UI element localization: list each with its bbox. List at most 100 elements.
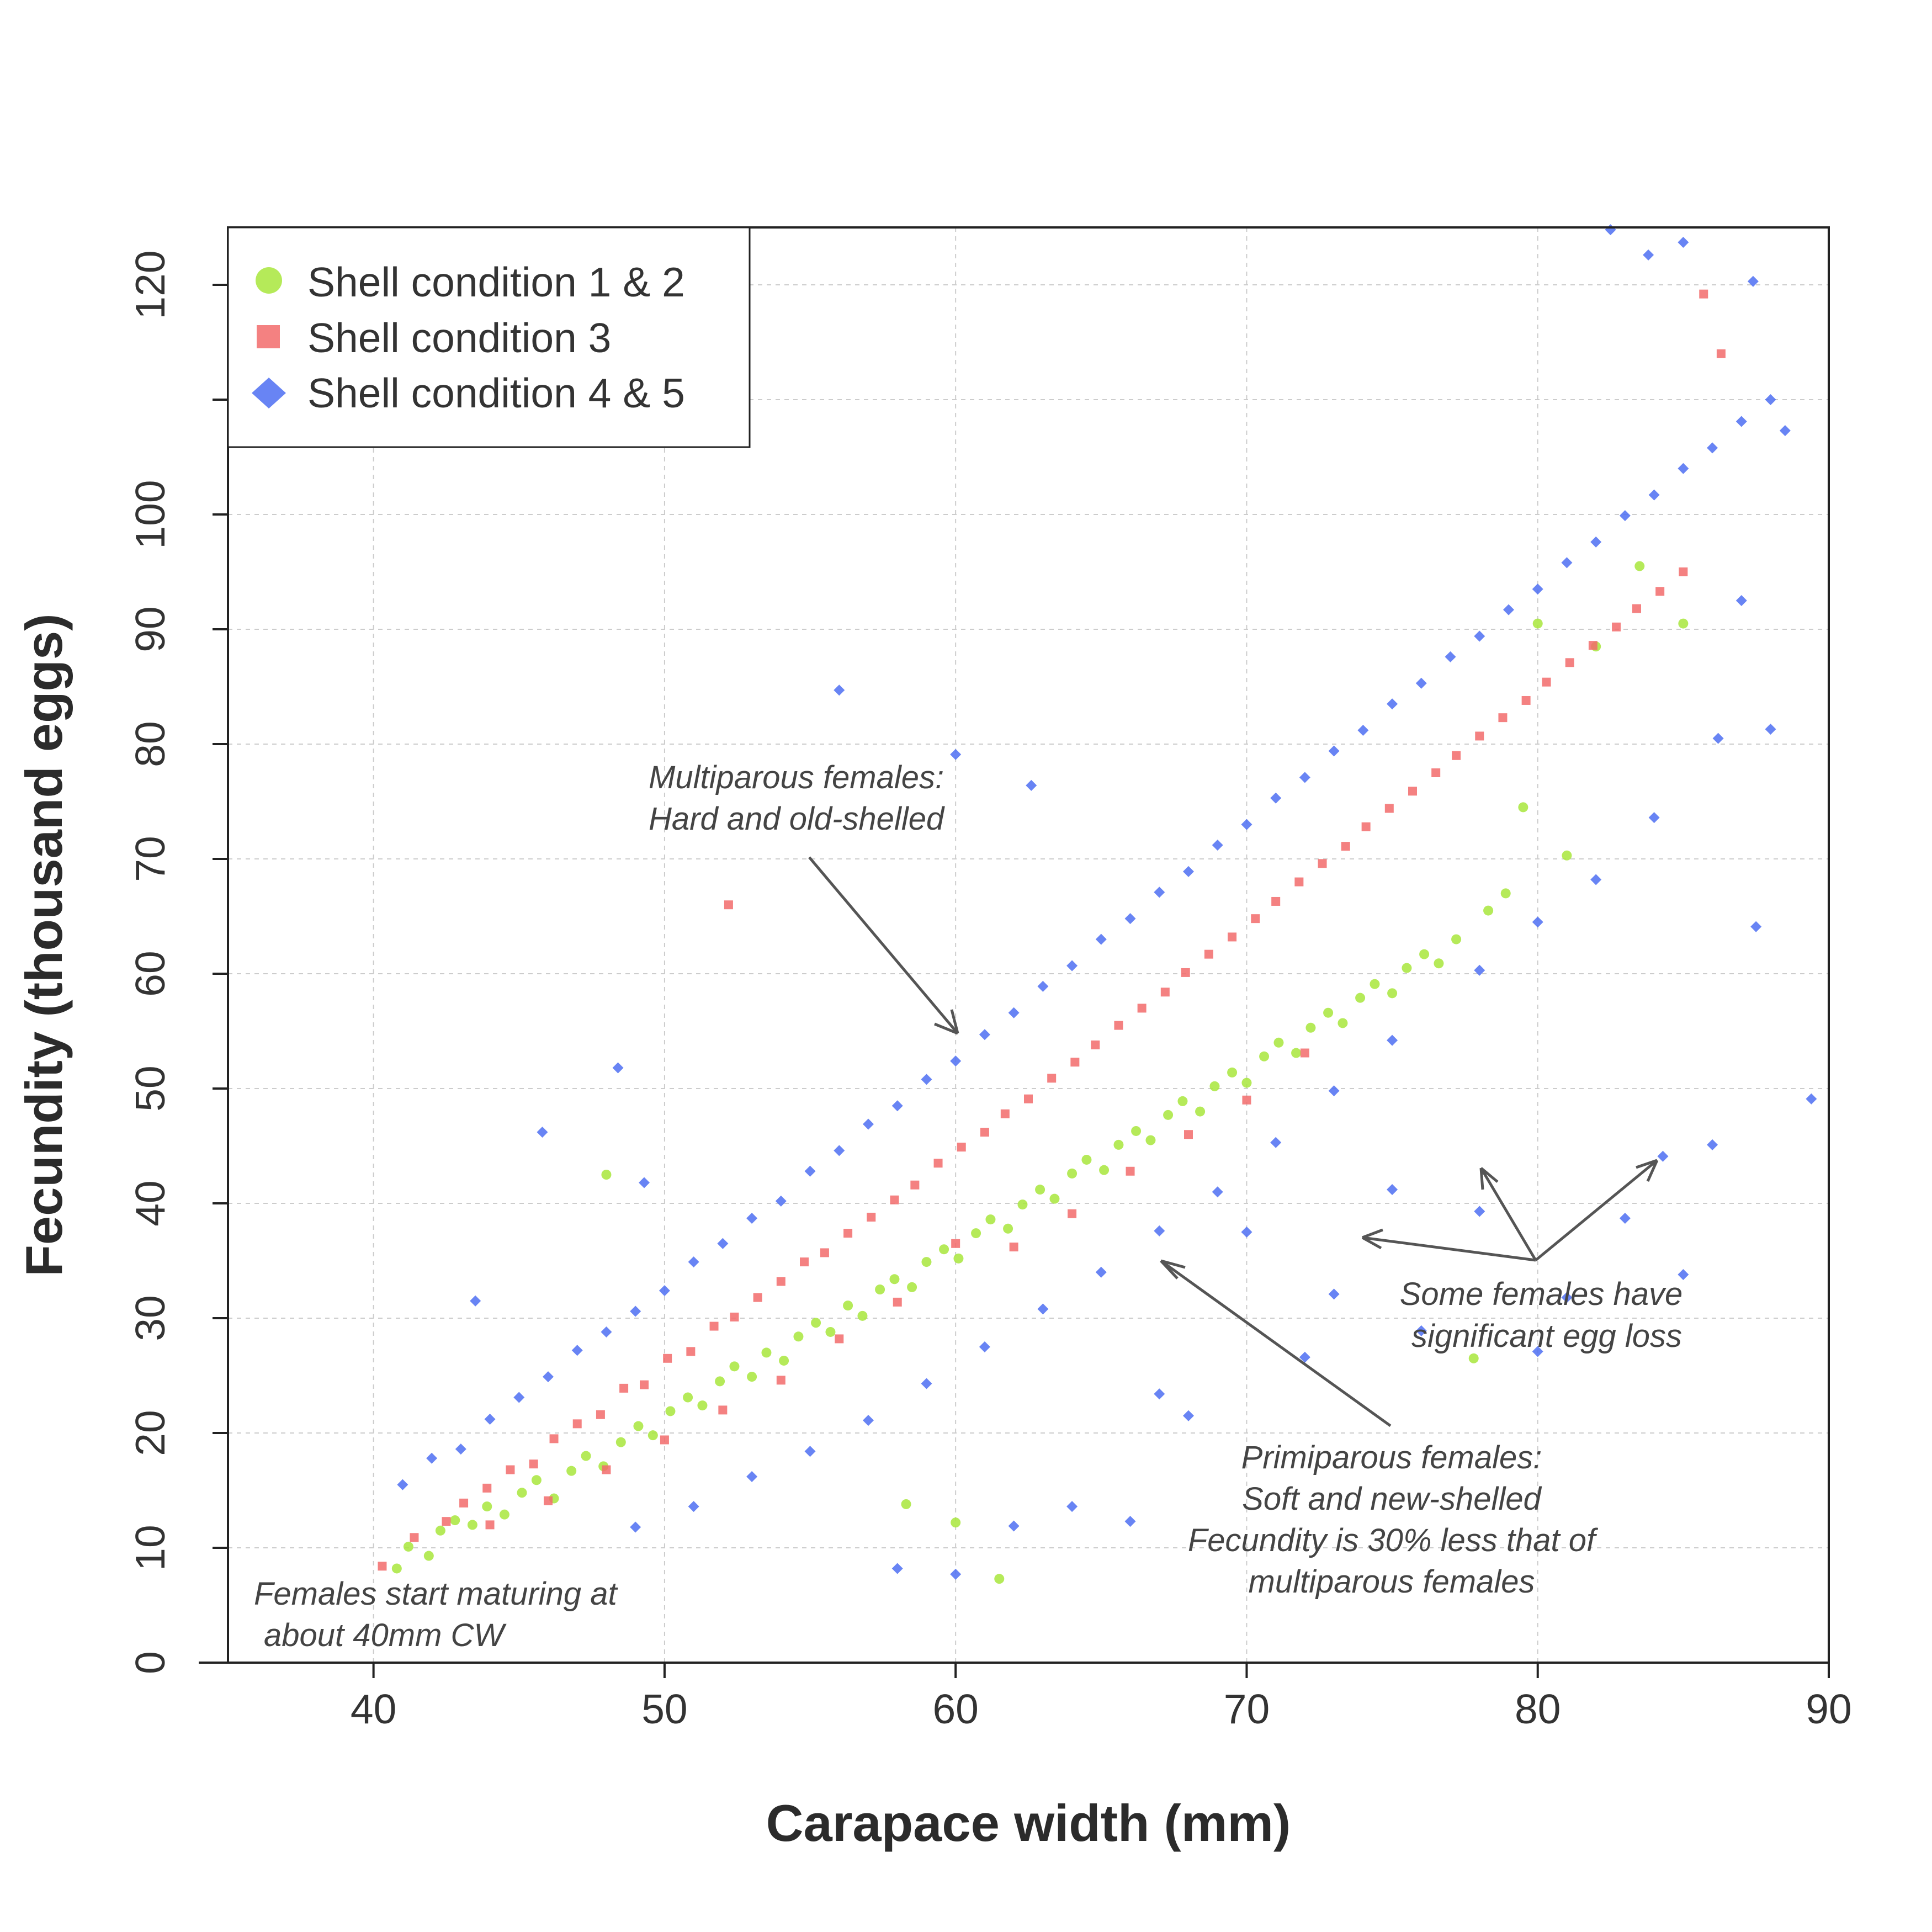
point-series-2-75 [1183, 1410, 1194, 1421]
point-series-2-65 [1474, 1206, 1485, 1217]
point-series-0-79 [1678, 618, 1689, 629]
point-series-0-71 [1468, 1353, 1479, 1363]
point-series-0-2 [423, 1551, 434, 1561]
point-series-2-27 [1008, 1007, 1020, 1018]
point-series-2-100 [688, 1501, 699, 1512]
point-series-2-90 [1270, 1137, 1282, 1148]
point-series-0-29 [843, 1301, 853, 1311]
point-series-1-68 [893, 1297, 902, 1307]
point-series-1-28 [1000, 1109, 1010, 1118]
point-series-0-50 [1131, 1126, 1142, 1136]
point-series-1-47 [1431, 768, 1441, 777]
point-series-0-35 [921, 1257, 932, 1267]
point-series-2-77 [1415, 1325, 1427, 1336]
annotation-arrow-egg-loss-1 [1362, 1236, 1536, 1262]
point-series-1-22 [867, 1212, 876, 1222]
point-series-1-39 [1251, 914, 1260, 923]
point-series-2-31 [1095, 933, 1107, 945]
point-series-1-74 [544, 1496, 553, 1505]
point-series-2-14 [688, 1256, 699, 1268]
y-tick-label-1: 10 [127, 1525, 173, 1570]
point-series-0-63 [1337, 1018, 1348, 1028]
point-series-0-37 [951, 1517, 961, 1528]
point-series-0-16 [633, 1421, 644, 1431]
data-points [378, 224, 1817, 1584]
point-series-0-51 [1145, 1135, 1156, 1145]
point-series-1-12 [663, 1354, 672, 1363]
annotation-arrow-egg-loss-3 [1535, 1159, 1658, 1261]
point-series-0-43 [1017, 1199, 1028, 1210]
y-tick-label-2: 20 [127, 1410, 173, 1456]
point-series-2-53 [1735, 416, 1747, 427]
point-series-0-67 [1402, 963, 1412, 973]
point-series-0-76 [1562, 850, 1572, 861]
point-series-0-22 [729, 1361, 740, 1372]
point-series-1-70 [776, 1376, 785, 1385]
annotation-egg-loss-line-1: Some females have [1400, 1276, 1683, 1312]
point-series-2-71 [1008, 1520, 1020, 1532]
point-series-2-96 [921, 1378, 932, 1389]
point-series-2-30 [1066, 960, 1078, 972]
point-series-1-9 [596, 1410, 605, 1419]
point-series-0-69 [1434, 958, 1444, 969]
point-series-0-18 [665, 1406, 676, 1416]
point-series-2-28 [1026, 779, 1037, 791]
legend-label-shell-1-2: Shell condition 1 & 2 [307, 259, 685, 305]
point-series-1-6 [529, 1459, 538, 1469]
point-series-0-23 [747, 1372, 757, 1382]
point-series-0-49 [1113, 1139, 1124, 1150]
point-series-2-16 [746, 1213, 758, 1224]
point-series-0-25 [779, 1355, 789, 1366]
point-series-1-41 [1294, 877, 1304, 887]
point-series-0-42 [1003, 1223, 1013, 1234]
point-series-2-35 [1212, 840, 1223, 851]
point-series-0-58 [1259, 1051, 1270, 1061]
annotation-maturing-line-1: Females start maturing at [254, 1576, 618, 1612]
point-series-0-66 [1387, 988, 1398, 999]
x-tick-label-1: 50 [641, 1686, 687, 1732]
point-series-2-97 [863, 1415, 874, 1426]
point-series-2-19 [834, 1145, 845, 1156]
legend: Shell condition 1 & 2 Shell condition 3 … [227, 226, 751, 448]
point-series-2-22 [891, 1100, 903, 1112]
point-series-0-27 [811, 1318, 821, 1328]
point-series-2-67 [1328, 1288, 1340, 1300]
point-series-0-53 [1177, 1096, 1188, 1106]
point-series-1-48 [1452, 751, 1461, 760]
point-series-0-4 [450, 1515, 460, 1526]
point-series-1-53 [1565, 658, 1574, 667]
point-series-1-5 [506, 1465, 515, 1474]
point-series-2-26 [979, 1029, 990, 1041]
point-series-1-51 [1521, 696, 1531, 705]
point-series-0-56 [1227, 1067, 1238, 1078]
y-tick-label-7: 70 [127, 836, 173, 882]
point-series-0-28 [825, 1326, 836, 1337]
point-series-0-52 [1163, 1110, 1174, 1120]
point-series-2-86 [1532, 916, 1543, 928]
point-series-2-44 [1474, 630, 1485, 642]
point-series-2-25 [950, 749, 962, 760]
y-tick-label-5: 50 [127, 1065, 173, 1111]
point-series-1-64 [1126, 1166, 1135, 1176]
point-series-2-49 [1619, 510, 1631, 522]
annotation-primiparous-line-1: Primiparous females: [1241, 1440, 1542, 1475]
point-series-1-35 [1160, 988, 1170, 997]
point-series-0-8 [517, 1488, 527, 1498]
point-series-1-43 [1341, 842, 1350, 851]
point-series-1-52 [1542, 677, 1551, 687]
point-series-0-30 [857, 1310, 868, 1321]
point-series-0-74 [1518, 802, 1528, 813]
point-series-2-45 [1503, 604, 1514, 615]
point-series-2-40 [1357, 725, 1369, 736]
point-series-2-7 [543, 1371, 554, 1383]
annotation-primiparous-line-2: Soft and new-shelled [1242, 1481, 1542, 1517]
point-series-2-48 [1590, 536, 1602, 548]
point-series-2-82 [1712, 733, 1724, 744]
point-series-1-31 [1070, 1058, 1080, 1067]
point-series-2-42 [1415, 677, 1427, 689]
point-series-1-19 [800, 1257, 809, 1267]
point-series-0-78 [1634, 561, 1645, 571]
point-series-2-39 [1328, 745, 1340, 757]
point-series-0-44 [1035, 1185, 1045, 1195]
point-series-2-1 [426, 1452, 438, 1464]
